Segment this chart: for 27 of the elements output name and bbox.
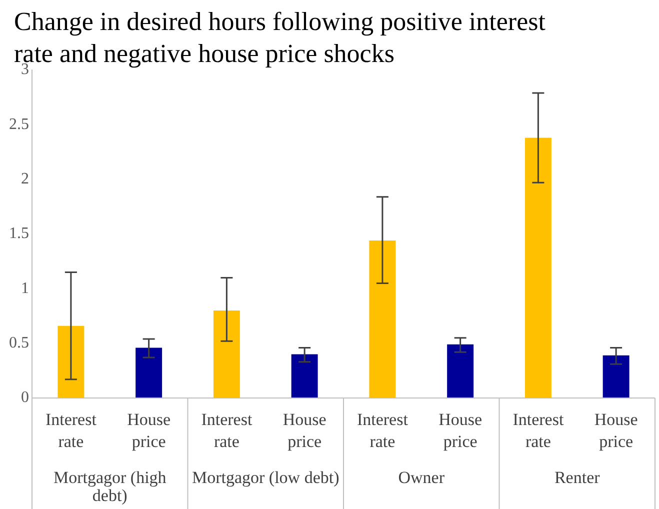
x-tick-label: Owner	[398, 468, 445, 487]
text: Interest rate	[356, 410, 408, 451]
x-tick-label: Mortgagor (high debt)	[53, 468, 167, 505]
text: Interest rate	[45, 410, 96, 451]
series-label: House price	[127, 410, 171, 451]
y-tick-label: 1	[21, 280, 29, 297]
bar	[136, 348, 162, 398]
bar	[213, 310, 240, 398]
x-tick-label: Mortgagor (low debt)	[192, 468, 340, 487]
y-tick-label: 1.5	[9, 225, 29, 242]
bar	[524, 138, 552, 398]
bar	[447, 344, 474, 398]
y-tick-label: 2.5	[9, 116, 29, 133]
text: House price	[282, 410, 326, 451]
text: House price	[594, 410, 638, 451]
x-tick-label: Renter	[554, 468, 600, 487]
y-tick-label: 2	[21, 170, 29, 188]
text: House price	[438, 410, 482, 451]
bar	[58, 326, 84, 398]
bar	[602, 355, 630, 398]
bar	[369, 240, 396, 398]
y-tick-label: 0	[21, 389, 29, 406]
y-tick-label: 3	[21, 61, 29, 78]
y-tick-label: 0.5	[9, 334, 29, 352]
text: Interest rate	[512, 410, 564, 451]
bar	[291, 354, 318, 398]
series-label: Interest rate	[201, 410, 252, 451]
